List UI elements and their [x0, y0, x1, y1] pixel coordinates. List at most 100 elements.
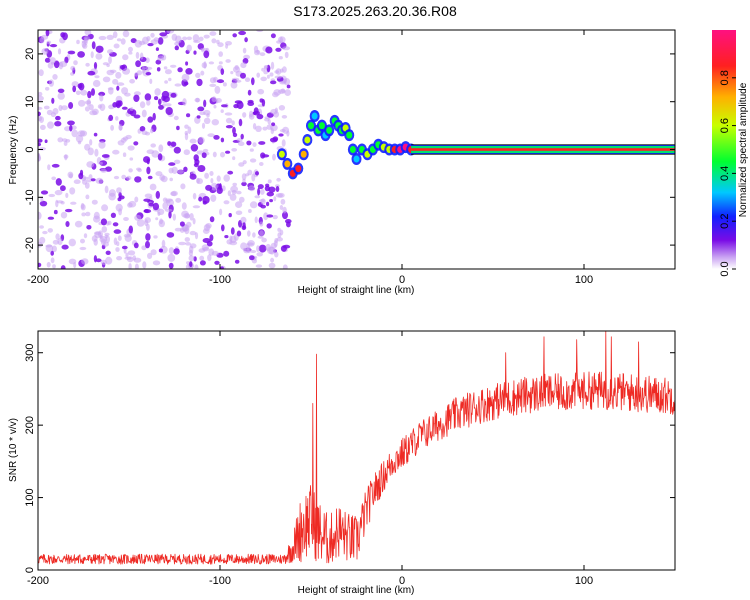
spectrogram-noise-blob	[211, 250, 219, 256]
spectrogram-noise-blob	[182, 98, 187, 106]
spectrogram-noise-blob	[81, 258, 89, 265]
spectrogram-noise-blob	[161, 90, 170, 99]
spectrogram-noise-blob	[238, 118, 243, 127]
spectrogram-noise-blob	[93, 61, 98, 70]
spectrogram-noise-blob	[189, 243, 197, 249]
spectrogram-noise-blob	[249, 250, 257, 253]
spectrogram-noise-blob	[38, 95, 44, 102]
spectrogram-noise-blob	[185, 61, 189, 66]
spectrogram-noise-blob	[256, 245, 260, 253]
spectrogram-noise-blob	[72, 85, 77, 93]
spectrogram-noise-blob	[204, 172, 210, 179]
spectrogram-trail-core	[346, 131, 353, 139]
spectrogram-noise-blob	[93, 132, 98, 137]
spectrogram-noise-blob	[134, 176, 142, 183]
spectrogram-noise-blob	[266, 201, 270, 207]
spectrogram-noise-blob	[205, 223, 212, 229]
spectrogram-noise-blob	[181, 202, 187, 210]
spectrogram-noise-blob	[113, 229, 122, 234]
spectrogram-noise-blob	[81, 212, 86, 217]
spectrogram-noise-blob	[241, 173, 247, 181]
spectrogram-noise-blob	[116, 256, 123, 261]
spectrogram-noise-blob	[81, 40, 87, 48]
spectrogram-noise-blob	[226, 239, 233, 245]
snr-ylabel: SNR (10 * v/v)	[8, 418, 19, 482]
spectrogram-noise-blob	[252, 232, 256, 238]
spectrogram-noise-blob	[45, 244, 53, 248]
spectrogram-noise-blob	[155, 171, 163, 177]
spectrogram-noise-blob	[147, 43, 154, 47]
spectrogram-noise-blob	[200, 70, 205, 76]
spectrogram-trail-core	[318, 122, 325, 130]
spectrogram-noise-blob	[53, 60, 60, 69]
spectrogram-noise-blob	[238, 30, 247, 36]
spectrogram-noise-blob	[195, 72, 201, 78]
spectrogram-noise-blob	[69, 124, 73, 132]
spectrogram-noise-blob	[282, 126, 290, 134]
spectrogram-noise-blob	[257, 187, 261, 196]
spectrogram-noise-blob	[168, 210, 172, 219]
spectrogram-noise-blob	[141, 109, 147, 118]
spectrogram-noise-blob	[150, 128, 154, 134]
spectrogram-noise-blob	[108, 189, 116, 197]
spectrogram-noise-blob	[202, 228, 210, 235]
spectrogram-noise-blob	[160, 175, 168, 183]
spectrogram-noise-blob	[225, 43, 229, 49]
spectrogram-signal-band	[411, 144, 675, 155]
spectrogram-noise-blob	[211, 96, 217, 103]
spectrogram-noise-blob	[196, 115, 201, 119]
spectrogram-xtick-label: -200	[27, 274, 49, 286]
spectrogram-noise-blob	[102, 76, 111, 83]
spectrogram-noise-blob	[64, 154, 68, 161]
spectrogram-trail-core	[300, 150, 307, 158]
spectrogram-noise-blob	[275, 47, 282, 52]
spectrogram-noise-blob	[188, 266, 193, 269]
snr-xtick-label: -100	[209, 575, 231, 587]
spectrogram-noise-blob	[170, 191, 177, 196]
spectrogram-noise-blob	[244, 77, 251, 82]
spectrogram-noise-blob	[93, 255, 97, 263]
spectrogram-noise-blob	[46, 109, 53, 116]
colorbar: 0.0 0.2 0.4 0.6 0.8 Normalized spectral ampl…	[712, 30, 749, 277]
spectrogram-noise-blob	[170, 92, 177, 98]
spectrogram-noise-blob	[263, 70, 269, 75]
spectrogram-noise-blob	[149, 183, 157, 191]
spectrogram-noise-blob	[252, 142, 257, 148]
spectrogram-noise-blob	[164, 80, 169, 84]
spectrogram-noise-blob	[264, 185, 271, 192]
spectrogram-noise-blob	[122, 67, 131, 75]
spectrogram-noise-blob	[86, 179, 92, 183]
snr-xtick-label: -200	[27, 575, 49, 587]
spectrogram-noise-blob	[182, 36, 188, 41]
spectrogram-ytick-label: -10	[24, 189, 36, 205]
spectrogram-noise-blob	[117, 100, 123, 107]
spectrogram-noise-blob	[60, 185, 66, 192]
spectrogram-noise-blob	[168, 77, 172, 82]
spectrogram-noise-blob	[242, 47, 247, 54]
spectrogram-noise-blob	[40, 196, 44, 202]
spectrogram-noise-blob	[134, 263, 139, 269]
spectrogram-noise-blob	[100, 168, 107, 173]
spectrogram-noise-blob	[256, 72, 261, 78]
spectrogram-noise-blob	[127, 250, 136, 256]
spectrogram-noise-blob	[122, 152, 127, 157]
spectrogram-noise-blob	[53, 209, 58, 215]
snr-xtick-label: 100	[575, 575, 593, 587]
spectrogram-noise-blob	[257, 235, 264, 239]
spectrogram-noise-blob	[89, 139, 93, 146]
spectrogram-noise-blob	[210, 194, 217, 202]
spectrogram-trail-core	[308, 122, 314, 130]
spectrogram-noise-blob	[51, 97, 55, 104]
spectrogram-noise-blob	[55, 233, 60, 240]
spectrogram-noise-blob	[282, 66, 287, 73]
spectrogram-noise-blob	[65, 221, 70, 227]
spectrogram-noise-blob	[223, 200, 230, 205]
spectrogram-noise-blob	[255, 171, 259, 176]
spectrogram-noise-blob	[176, 125, 180, 131]
spectrogram-noise-blob	[38, 211, 42, 220]
spectrogram-noise-blob	[62, 32, 68, 41]
spectrogram-noise-blob	[263, 212, 269, 221]
spectrogram-noise-blob	[241, 181, 247, 187]
spectrogram-noise-blob	[98, 35, 107, 41]
spectrogram-noise-blob	[57, 238, 63, 246]
